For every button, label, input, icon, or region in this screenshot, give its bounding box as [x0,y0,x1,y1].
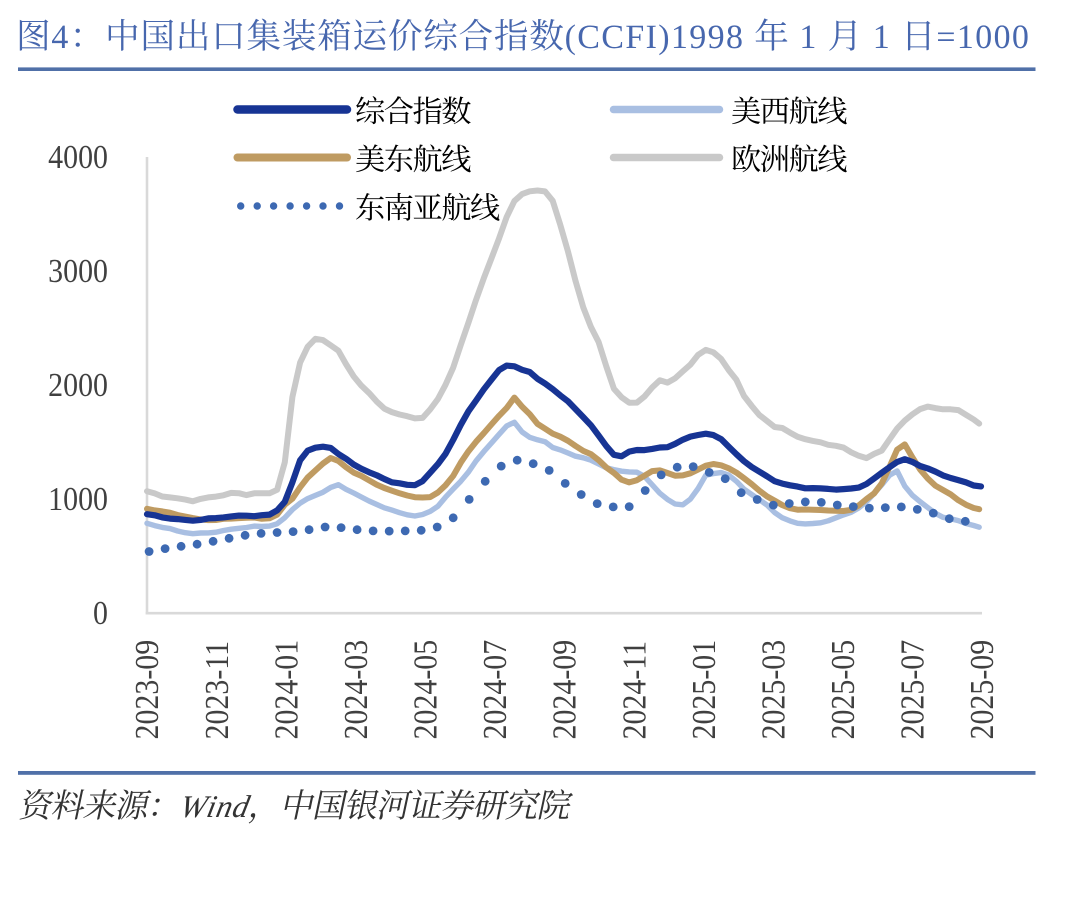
svg-text:2024-07: 2024-07 [475,640,513,740]
svg-text:0: 0 [93,593,108,631]
svg-text:2025-07: 2025-07 [893,640,931,740]
svg-text:3000: 3000 [48,251,108,289]
svg-text:2024-03: 2024-03 [336,640,374,740]
svg-text:2025-05: 2025-05 [823,640,861,740]
svg-text:2000: 2000 [48,365,108,403]
svg-text:2025-03: 2025-03 [754,640,792,740]
svg-text:2023-11: 2023-11 [197,641,235,740]
svg-text:2025-09: 2025-09 [962,640,1000,740]
svg-text:2024-11: 2024-11 [615,641,653,740]
svg-text:2024-09: 2024-09 [545,640,583,740]
svg-text:2023-09: 2023-09 [127,640,165,740]
svg-text:2024-05: 2024-05 [406,640,444,740]
svg-text:2024-01: 2024-01 [267,640,305,740]
svg-text:4000: 4000 [48,137,108,175]
svg-text:2025-01: 2025-01 [684,640,722,740]
svg-text:1000: 1000 [48,479,108,517]
